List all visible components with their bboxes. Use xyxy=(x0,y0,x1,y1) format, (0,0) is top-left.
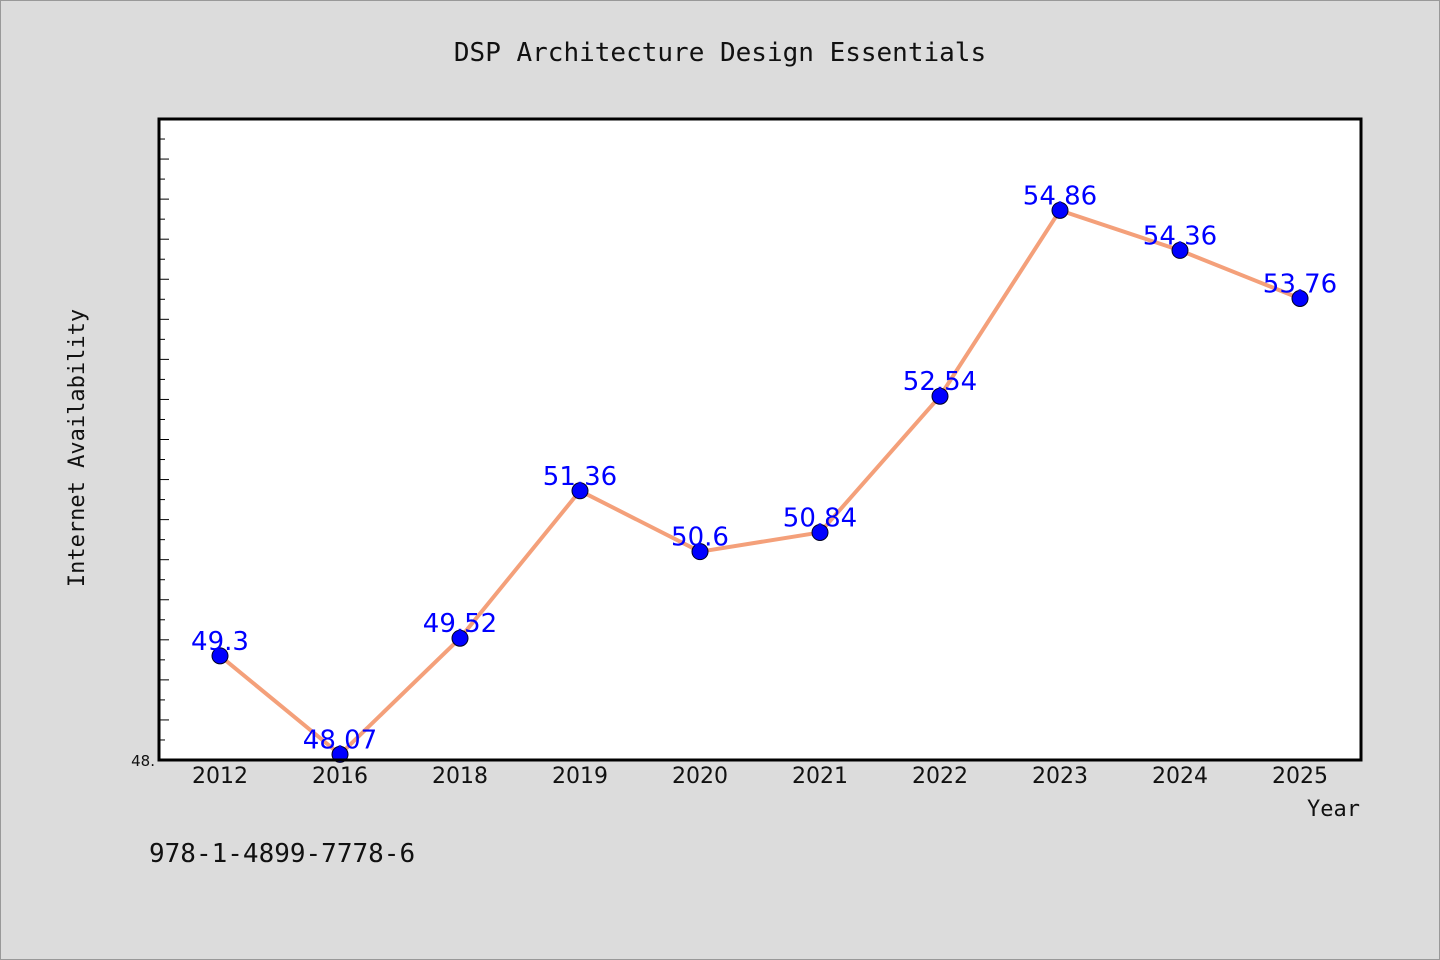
series-line xyxy=(218,208,1301,757)
data-label: 49.52 xyxy=(423,609,497,639)
data-point-marker xyxy=(931,387,949,405)
data-label: 54.86 xyxy=(1023,181,1097,211)
x-tick-label: 2016 xyxy=(312,764,368,789)
plot-frame xyxy=(157,117,1363,762)
data-point-marker xyxy=(331,745,349,763)
x-tick-label: 2023 xyxy=(1032,764,1088,789)
series-group xyxy=(218,208,1301,757)
x-tick-label: 2024 xyxy=(1152,764,1208,789)
x-tick-label: 2022 xyxy=(912,764,968,789)
data-point-marker xyxy=(691,543,709,561)
x-axis-tick-labels: 2012 2016 2018 2019 2020 2021 2022 2023 2024 2025 xyxy=(192,764,1328,789)
x-tick-label: 2021 xyxy=(792,764,848,789)
x-tick-label: 2018 xyxy=(432,764,488,789)
markers-group xyxy=(211,201,1309,763)
data-label: 53.76 xyxy=(1263,269,1337,299)
x-tick-label: 2020 xyxy=(672,764,728,789)
data-label: 50.84 xyxy=(783,503,857,533)
data-point-marker xyxy=(1291,289,1309,307)
data-label: 48.07 xyxy=(303,725,377,755)
y-axis-label: Internet Availability xyxy=(65,309,90,587)
data-point-marker xyxy=(451,629,469,647)
x-tick-label: 2019 xyxy=(552,764,608,789)
data-label: 52.54 xyxy=(903,367,977,397)
data-label: 54.36 xyxy=(1143,221,1217,251)
data-point-marker xyxy=(571,482,589,500)
data-point-marker xyxy=(1171,241,1189,259)
x-axis-label: Year xyxy=(1307,797,1360,822)
data-labels-group: 49.3 48.07 49.52 51.36 50.6 50.84 52.54 54.86 54… xyxy=(191,181,1337,755)
chart-title: DSP Architecture Design Essentials xyxy=(454,38,986,68)
y-tick-label: 48. xyxy=(131,752,155,770)
isbn-footer: 978-1-4899-7778-6 xyxy=(149,839,415,869)
data-label: 50.6 xyxy=(671,523,729,553)
data-point-marker xyxy=(211,647,229,665)
plot-area xyxy=(159,119,1361,760)
data-point-marker xyxy=(811,523,829,541)
x-tick-label: 2025 xyxy=(1272,764,1328,789)
x-tick-label: 2012 xyxy=(192,764,248,789)
data-point-marker xyxy=(1051,201,1069,219)
data-label: 51.36 xyxy=(543,462,617,492)
data-label: 49.3 xyxy=(191,627,249,657)
